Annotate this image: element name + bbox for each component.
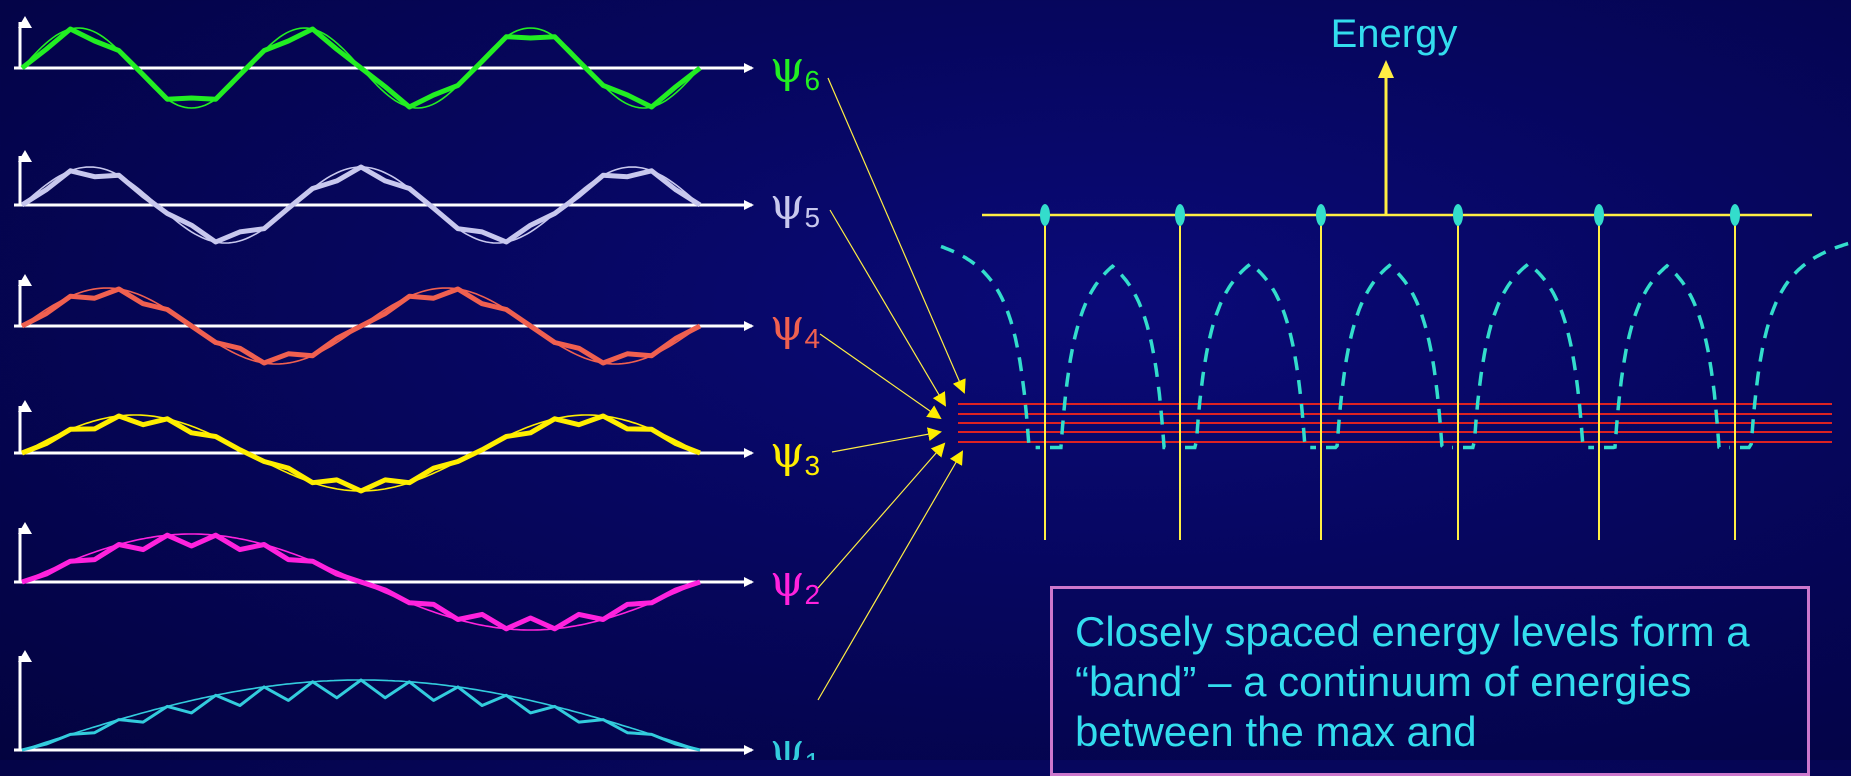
wavefunction-label: ψ3 <box>770 427 820 481</box>
wavefunction-panel-6: ψ6 <box>14 16 820 110</box>
scalloped-wave <box>20 26 702 110</box>
wavefunction-index: 4 <box>805 323 821 354</box>
potential-well <box>1740 241 1851 450</box>
wavefunction-index: 2 <box>805 579 821 610</box>
lattice-atom <box>1040 204 1050 226</box>
scalloped-wave <box>21 532 701 632</box>
scalloped-wave <box>21 678 701 752</box>
wavefunction-index: 6 <box>805 65 821 96</box>
connector-line <box>817 442 946 589</box>
wavefunction-panel-5: ψ5 <box>14 150 820 245</box>
wavefunction-index: 5 <box>805 202 821 233</box>
connector-line <box>817 450 964 701</box>
energy-axis-label: Energy <box>1331 12 1458 56</box>
wavefunction-label: ψ5 <box>770 179 820 233</box>
potential-well <box>1050 264 1175 450</box>
wavefunction-label: ψ6 <box>770 42 820 96</box>
connector-line <box>829 209 947 407</box>
wavefunction-label: ψ1 <box>770 724 820 760</box>
wavefunction-panel-2: ψ2 <box>14 522 820 632</box>
potential-well <box>1604 263 1730 450</box>
scalloped-wave <box>20 286 702 366</box>
wavefunction-panel-3: ψ3 <box>14 400 820 494</box>
wavefunction-index: 3 <box>805 450 821 481</box>
energy-diagram: Energy <box>940 12 1851 540</box>
band-explanation-box: Closely spaced energy levels form a “ban… <box>1050 586 1810 776</box>
energy-band <box>958 403 1832 443</box>
envelope-wave <box>21 679 701 751</box>
potential-well <box>1326 263 1453 450</box>
wavefunction-index: 1 <box>805 747 821 760</box>
scalloped-wave <box>21 413 701 494</box>
wavefunction-label: ψ4 <box>770 300 820 354</box>
lattice-atom <box>1175 204 1185 226</box>
potential-well <box>1463 261 1594 450</box>
wavefunction-label: ψ2 <box>770 556 820 610</box>
potential-wells <box>940 241 1851 450</box>
band-explanation-text: Closely spaced energy levels form a “ban… <box>1075 608 1750 755</box>
lattice-atom <box>1316 204 1326 226</box>
lattice-sites <box>1040 204 1740 540</box>
wavefunction-panels: ψ6 ψ5 ψ4 ψ3 ψ2 ψ1 <box>14 16 820 760</box>
label-connectors <box>817 77 966 701</box>
band-diagram: ψ6 ψ5 ψ4 ψ3 ψ2 ψ1 Energy <box>14 12 1851 760</box>
wavefunction-panel-4: ψ4 <box>14 274 820 366</box>
potential-well <box>940 244 1040 450</box>
connector-line <box>819 333 942 420</box>
potential-well <box>1185 261 1316 450</box>
lattice-atom <box>1453 204 1463 226</box>
lattice-atom <box>1594 204 1604 226</box>
wavefunction-panel-1: ψ1 <box>14 650 820 760</box>
connector-line <box>827 77 966 394</box>
connector-line <box>831 427 942 453</box>
lattice-atom <box>1730 204 1740 226</box>
scalloped-wave <box>20 164 702 245</box>
energy-arrow-head <box>1378 60 1394 78</box>
